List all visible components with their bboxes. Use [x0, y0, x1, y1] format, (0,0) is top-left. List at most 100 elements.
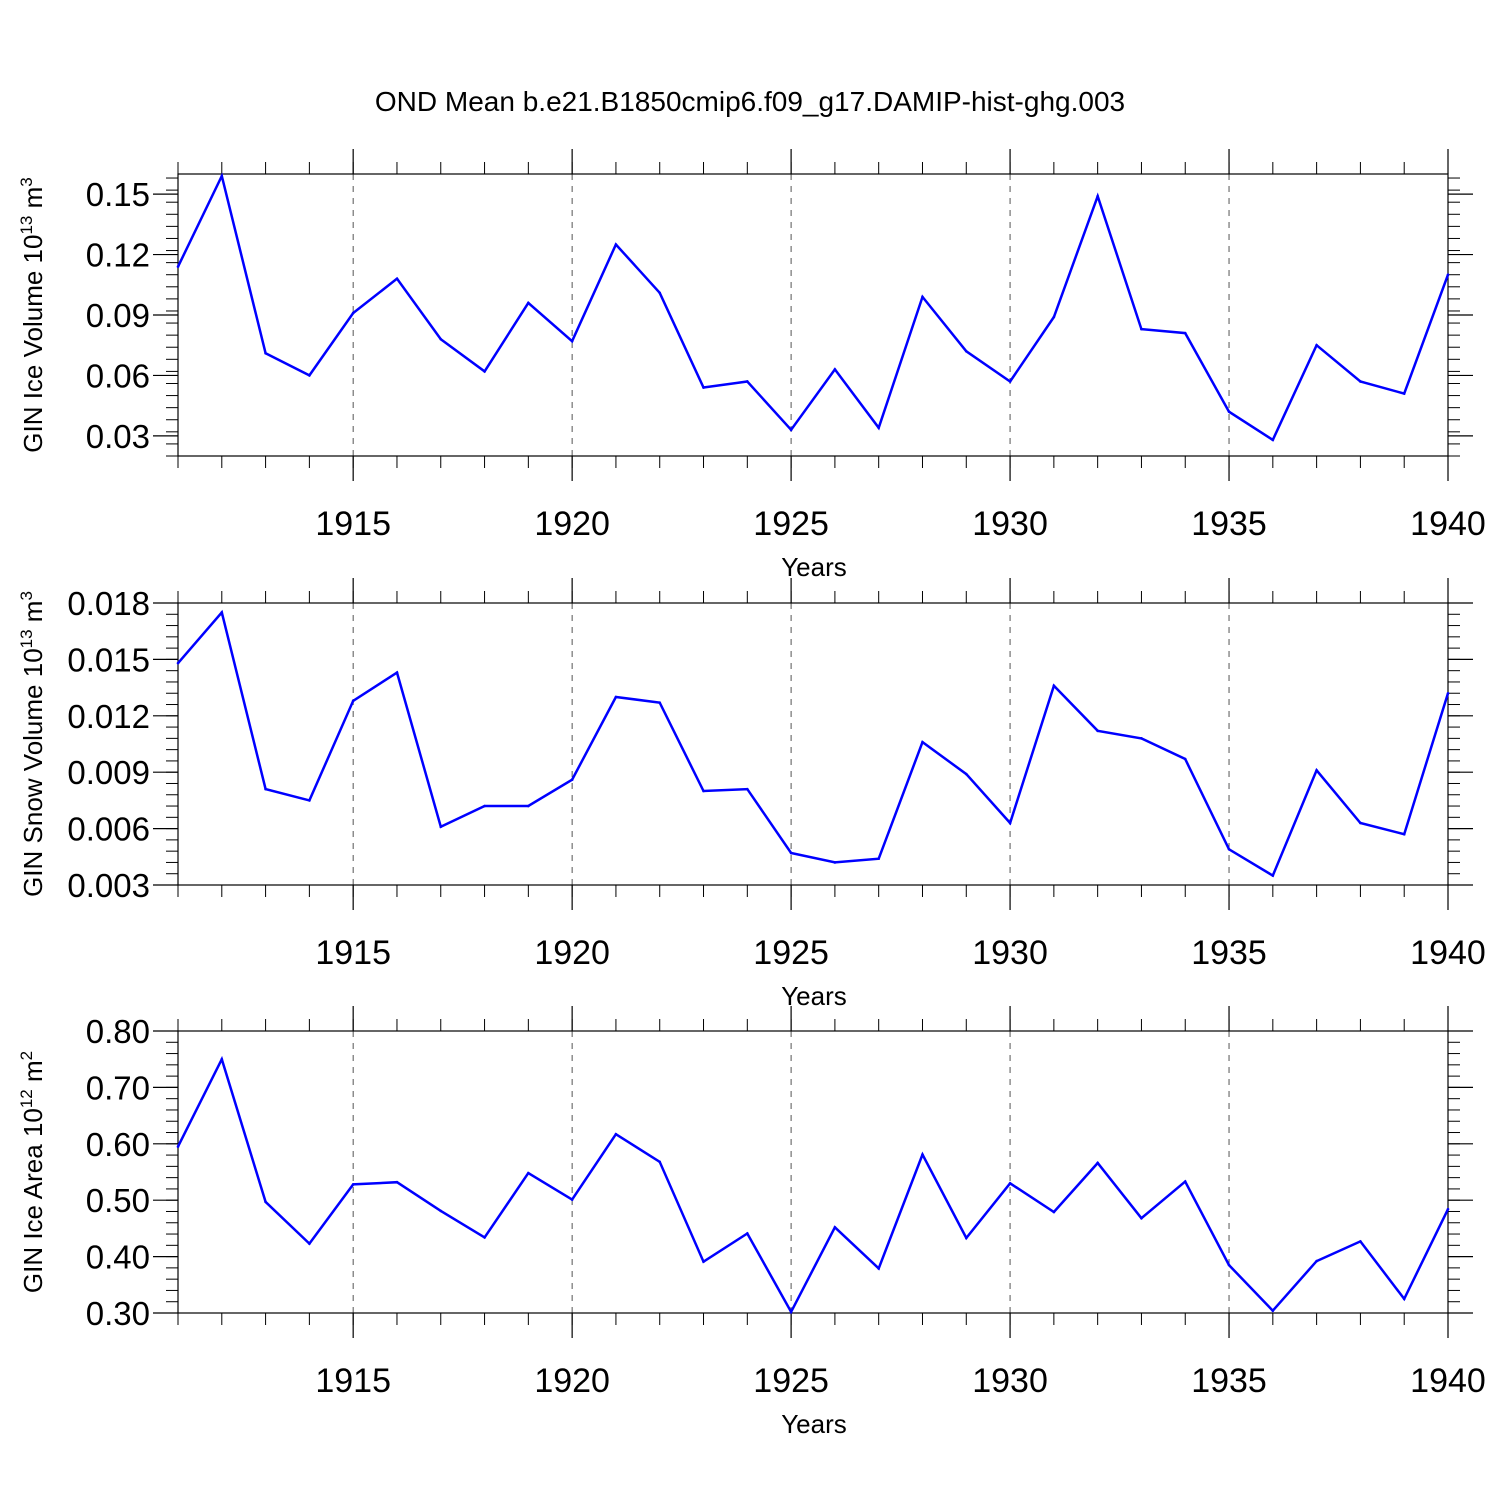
data-point	[1359, 380, 1362, 383]
data-point	[789, 428, 793, 432]
data-point	[1271, 438, 1275, 442]
data-point	[746, 787, 749, 791]
data-point	[833, 368, 837, 371]
data-point	[921, 740, 924, 744]
data-point	[614, 1132, 618, 1136]
data-point	[176, 661, 180, 665]
data-point	[1359, 1240, 1362, 1243]
data-point	[1402, 832, 1406, 836]
x-tick-label: 1925	[753, 505, 829, 543]
data-point	[176, 1145, 180, 1148]
data-point	[789, 1310, 793, 1314]
panel-ice-volume: 0.03 0.06 0.09 0.12 0.15 1915 1920 1925 1930 1935…	[17, 149, 1486, 582]
data-point	[746, 380, 749, 383]
data-point	[483, 370, 486, 373]
data-point	[1140, 327, 1143, 331]
data-point	[1140, 1216, 1143, 1220]
data-point	[264, 1200, 267, 1204]
series-line-snow-volume	[177, 609, 1450, 878]
data-point	[1227, 847, 1231, 851]
data-point	[527, 804, 530, 808]
data-point	[439, 337, 443, 341]
data-point	[1446, 691, 1450, 695]
data-point	[702, 1260, 705, 1263]
x-tick-label: 1940	[1410, 505, 1486, 543]
data-point	[833, 861, 837, 864]
data-point	[1315, 343, 1318, 347]
data-point	[351, 311, 355, 315]
y-tick-label: 0.015	[67, 641, 150, 678]
y-tick-label: 0.06	[86, 357, 150, 394]
y-tick-label: 0.012	[67, 698, 150, 735]
data-point	[658, 701, 662, 704]
plot-frame	[177, 602, 1449, 886]
x-tick-label: 1930	[972, 934, 1048, 972]
data-point	[395, 277, 399, 281]
y-tick-label: 0.60	[86, 1126, 150, 1163]
y-tick-label: 0.09	[86, 297, 150, 334]
data-point	[1008, 821, 1012, 825]
data-point	[658, 291, 662, 295]
x-tick-label: 1925	[753, 1362, 829, 1400]
y-tick-label: 0.006	[67, 811, 150, 848]
data-point	[220, 611, 224, 614]
data-point	[746, 1232, 749, 1235]
y-tick-label: 0.70	[86, 1069, 150, 1106]
data-point	[1096, 194, 1099, 198]
plot-frame	[177, 1030, 1449, 1314]
data-point	[833, 1225, 837, 1229]
data-point	[1008, 1181, 1012, 1185]
data-point	[1446, 273, 1450, 277]
y-tick-label: 0.12	[86, 237, 150, 274]
y-tick-label: 0.40	[86, 1239, 150, 1276]
y-axis-label: GIN Snow Volume 1013 m3	[17, 591, 48, 897]
x-tick-label: 1940	[1410, 934, 1486, 972]
y-tick-label: 0.80	[86, 1013, 150, 1050]
data-point	[220, 1057, 224, 1061]
data-point	[702, 789, 705, 793]
data-point	[483, 804, 486, 808]
data-point	[439, 1209, 443, 1213]
data-point	[1183, 331, 1187, 335]
x-tick-label: 1915	[315, 934, 391, 972]
data-point	[658, 1160, 662, 1164]
x-axis-label: Years	[781, 1409, 847, 1439]
data-point	[964, 772, 968, 776]
data-point	[921, 295, 924, 299]
data-point	[1315, 1259, 1318, 1263]
x-tick-label: 1915	[315, 1362, 391, 1400]
y-tick-label: 0.003	[67, 867, 150, 904]
x-tick-label: 1940	[1410, 1362, 1486, 1400]
data-point	[1183, 1180, 1187, 1183]
data-point	[395, 671, 399, 674]
data-point	[1052, 684, 1056, 688]
data-point	[1271, 874, 1275, 877]
plot-frame	[177, 173, 1449, 457]
data-point	[1402, 392, 1406, 395]
data-point	[483, 1236, 486, 1239]
x-tick-label: 1935	[1191, 934, 1267, 972]
y-axis-label: GIN Ice Area 1012 m2	[17, 1051, 48, 1293]
series-line-ice-area	[176, 1055, 1450, 1315]
y-tick-label: 0.15	[86, 176, 150, 213]
data-point	[1052, 1210, 1056, 1214]
data-point	[439, 825, 443, 829]
x-tick-label: 1920	[534, 934, 610, 972]
x-axis-label: Years	[781, 552, 847, 582]
data-point	[1227, 410, 1231, 413]
data-point	[1052, 315, 1056, 319]
data-point	[308, 374, 311, 377]
x-tick-label: 1930	[972, 1362, 1048, 1400]
x-tick-label: 1920	[534, 1362, 610, 1400]
data-point	[1183, 757, 1187, 761]
data-point	[1227, 1263, 1231, 1267]
data-point	[614, 243, 618, 246]
data-point	[176, 265, 180, 268]
data-point	[1008, 380, 1012, 383]
data-point	[877, 857, 880, 860]
x-axis-label: Years	[781, 981, 847, 1011]
data-point	[1096, 729, 1099, 733]
y-axis-label: GIN Ice Volume 1013 m3	[17, 177, 48, 453]
data-point	[1271, 1309, 1275, 1313]
